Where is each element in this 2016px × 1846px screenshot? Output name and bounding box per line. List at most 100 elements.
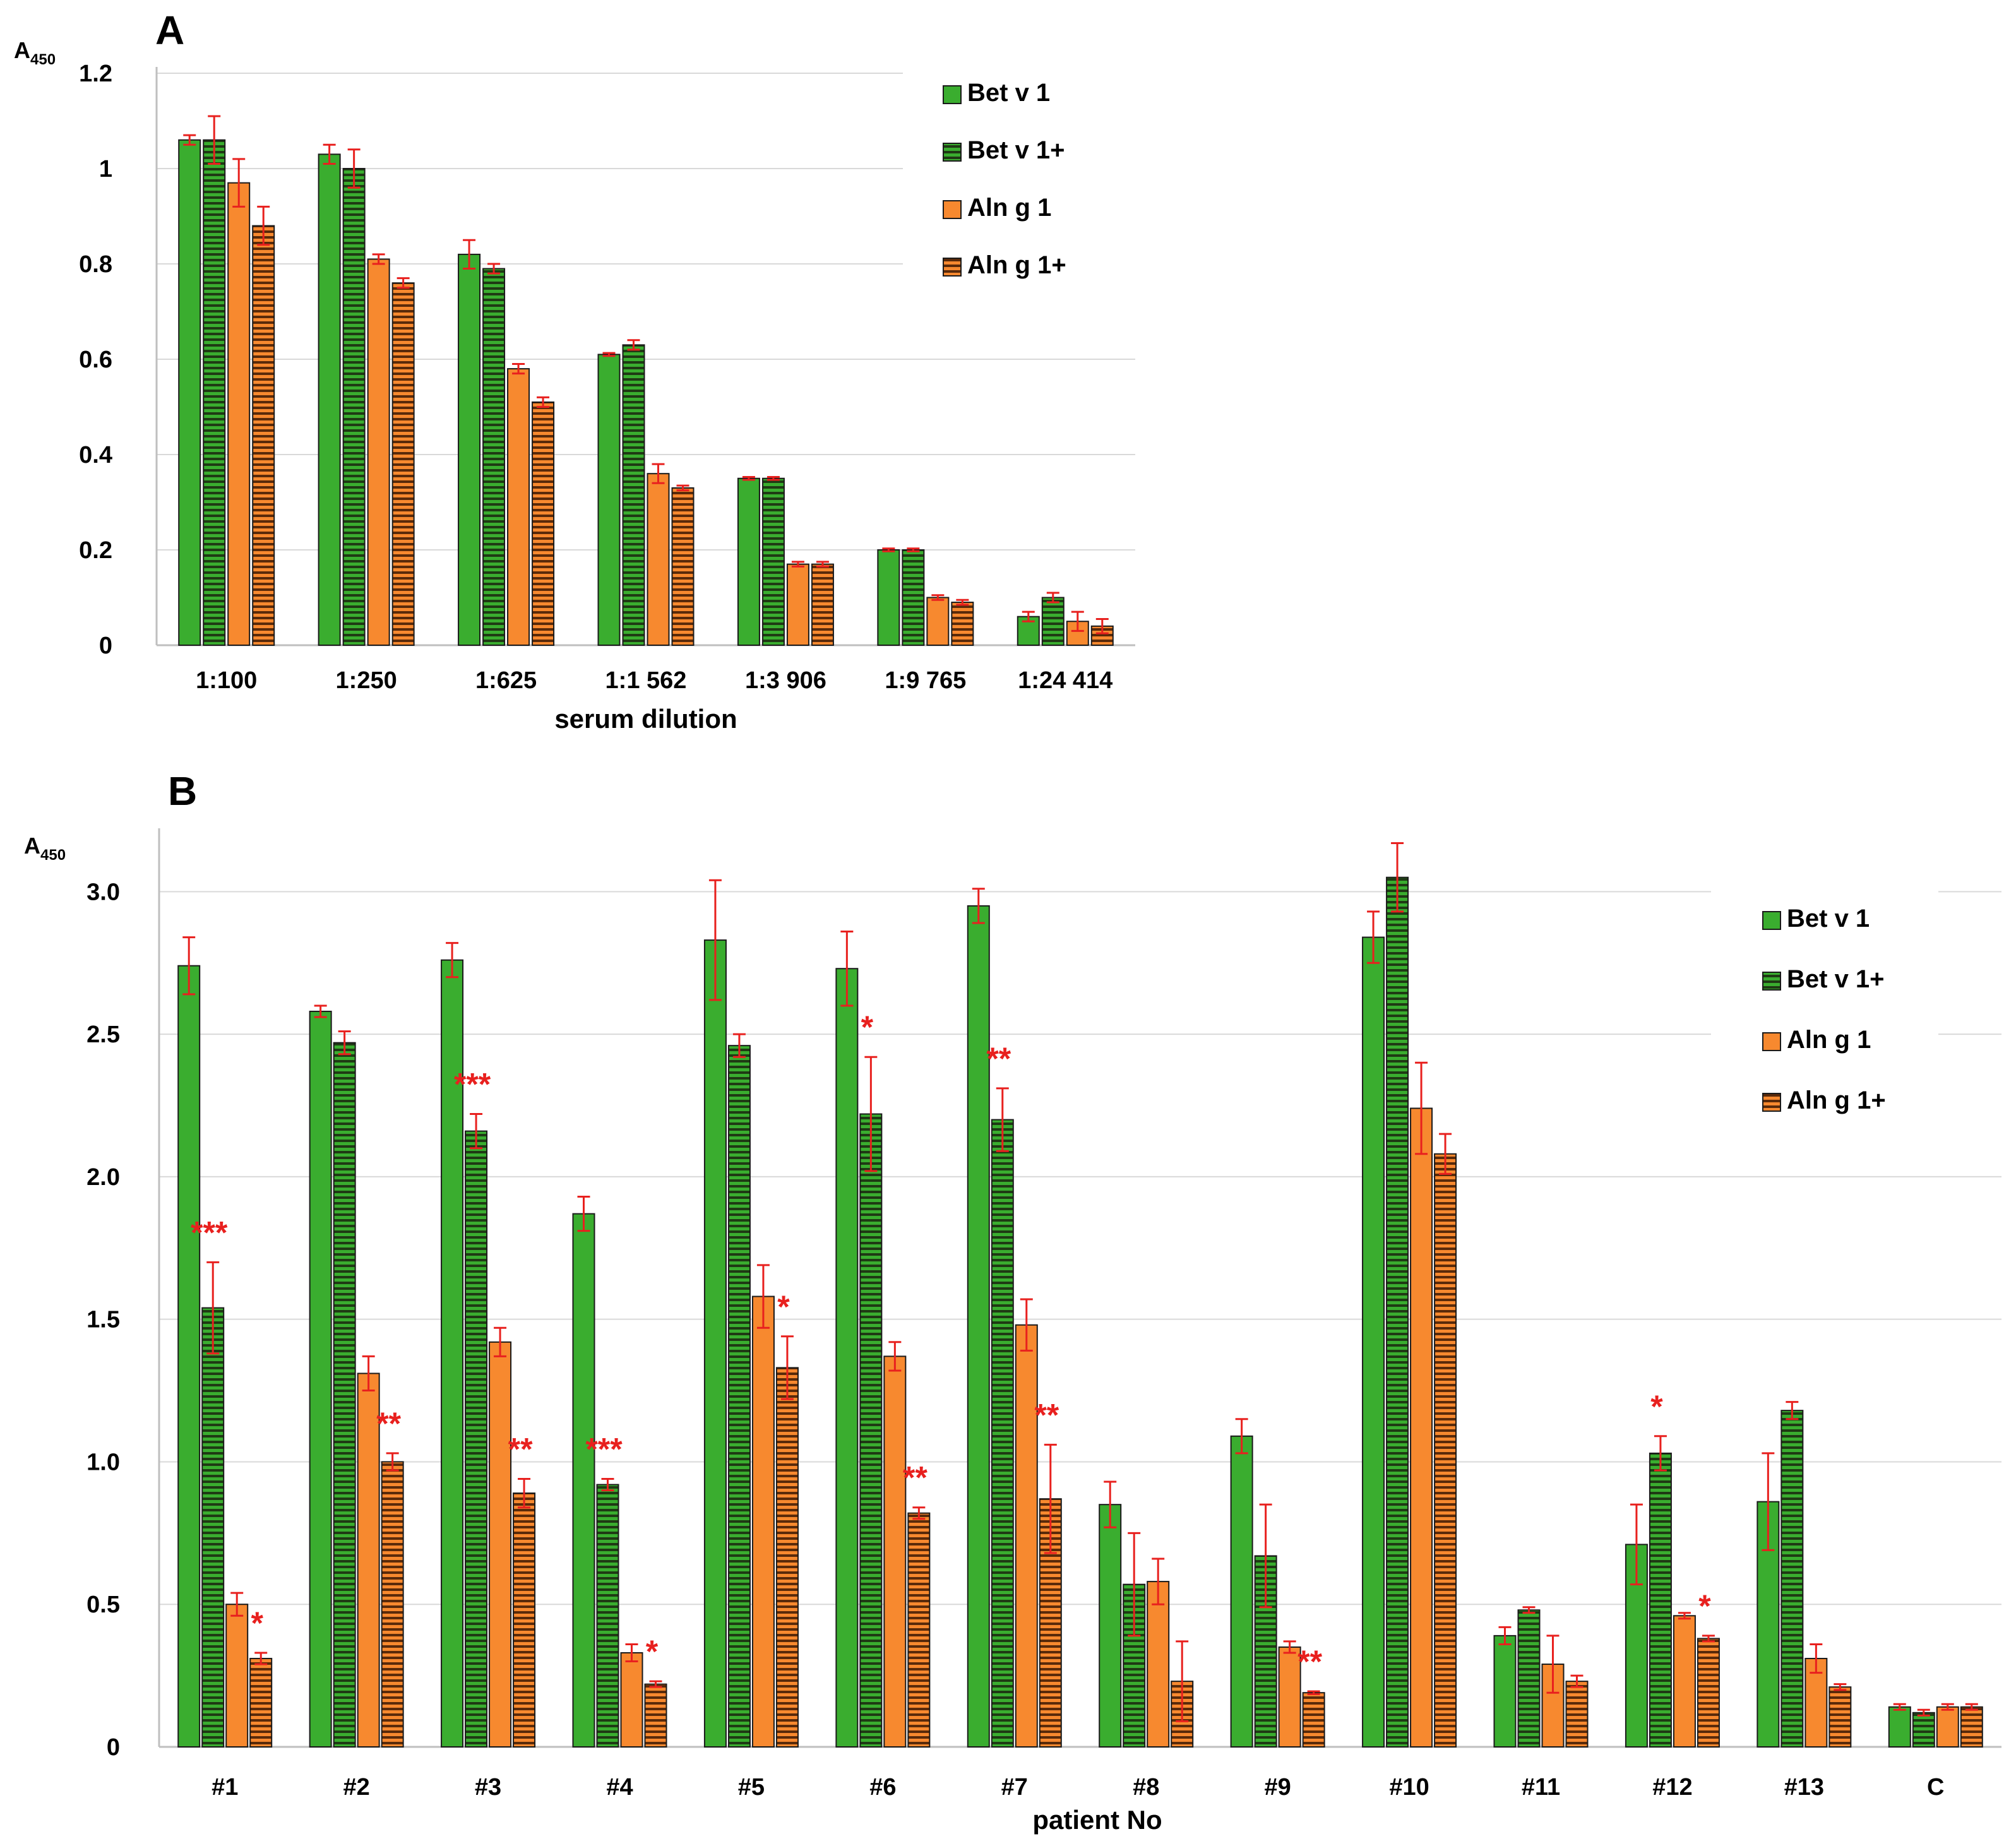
panel-a-error-bar <box>183 134 196 146</box>
panel-b-bar-bet-v-1-6 <box>859 1113 883 1748</box>
panel-b-bar-bet-v-1-10 <box>1362 936 1385 1748</box>
panel-b-significance: *********** **************** <box>191 1009 1711 1679</box>
panel-b: B A450 00.51.01.52.02.53.0 *********** **… <box>24 768 2001 1835</box>
panel-a-bar-bet-v-1-1-1-562 <box>597 354 621 646</box>
panel-b-legend-swatch-bet-v-1 <box>1762 972 1781 991</box>
panel-b-error-bar <box>577 1195 590 1232</box>
panel-b-legend: Bet v 1 Bet v 1+ Aln g 1 Aln g 1+ <box>1711 871 1938 1149</box>
panel-b-error-bar <box>1498 1626 1512 1645</box>
panel-a-error-bar <box>257 205 270 246</box>
panel-a-ylabel: A450 <box>14 37 56 68</box>
panel-a-error-bar <box>766 475 780 481</box>
panel-a-error-bar <box>602 352 616 357</box>
panel-b-error-bar <box>254 1652 268 1665</box>
panel-b-error-bar <box>1786 1401 1799 1420</box>
panel-b-x-tick-label: #10 <box>1389 1774 1429 1801</box>
panel-b-bar-bet-v-1-4 <box>596 1484 619 1748</box>
panel-a-bar-bet-v-1-1-24-414 <box>1017 616 1040 646</box>
panel-b-bar-aln-g-1-11 <box>1565 1681 1589 1748</box>
panel-a-error-bar <box>397 277 410 289</box>
panel-a-bar-aln-g-1-1-9-765 <box>926 597 950 646</box>
panel-a-error-bar <box>1095 617 1109 634</box>
panel-a-x-tick-label: 1:625 <box>475 667 537 694</box>
panel-a-bar-aln-g-1-1-100 <box>252 225 275 646</box>
panel-b-significance-marker: *** <box>454 1067 491 1102</box>
panel-b-y-tick-label: 0.5 <box>86 1592 120 1618</box>
panel-a-bar-aln-g-1-1-625 <box>507 368 530 646</box>
panel-b-bar-aln-g-1-10 <box>1434 1153 1457 1748</box>
panel-a-bar-aln-g-1-1-1-562 <box>671 487 695 646</box>
panel-b-error-bar <box>470 1113 483 1150</box>
panel-a-bar-bet-v-1-1-3-906 <box>737 477 760 646</box>
panel-b-error-bar <box>386 1452 399 1472</box>
panel-b-legend-swatch-aln-g-1 <box>1762 1093 1781 1112</box>
panel-b-error-bar <box>1810 1643 1823 1674</box>
panel-b-error-bar <box>756 1264 770 1329</box>
panel-b-error-bar <box>1259 1503 1272 1609</box>
panel-b-error-bar <box>1020 1298 1033 1352</box>
panel-b-xlabel: patient No <box>1032 1805 1162 1835</box>
panel-b-error-bar <box>1307 1690 1320 1695</box>
panel-a-legend-label-aln-g-1: Aln g 1+ <box>967 251 1066 279</box>
panel-b-error-bar <box>1834 1683 1847 1691</box>
panel-a-legend-swatch-bet-v-1 <box>943 85 962 104</box>
panel-a-error-bar <box>956 598 969 606</box>
panel-a-y-tick-label: 0.8 <box>79 251 112 278</box>
panel-b-error-bar <box>518 1478 531 1509</box>
panel-a-legend-swatch-aln-g-1 <box>943 258 962 277</box>
panel-b-bar-aln-g-1-1 <box>225 1604 249 1748</box>
panel-b-ylabel-sub: 450 <box>40 847 66 864</box>
panel-b-error-bar <box>1176 1640 1189 1722</box>
panel-b-error-bar <box>446 942 459 979</box>
panel-b-error-bar <box>996 1087 1009 1152</box>
panel-b-bar-bet-v-1-5 <box>727 1045 751 1748</box>
panel-b-ylabel-main: A <box>24 833 40 859</box>
panel-b-error-bar <box>888 1341 902 1372</box>
panel-b-error-bar <box>206 1261 220 1355</box>
panel-a-ylabel-sub: 450 <box>30 51 56 68</box>
panel-b-significance-marker: ** <box>1297 1644 1322 1679</box>
panel-b-error-bar <box>1654 1435 1667 1472</box>
panel-b-significance-marker: ** <box>376 1406 401 1441</box>
panel-b-error-bar <box>732 1033 746 1058</box>
panel-b-y-tick-label: 3.0 <box>86 879 120 905</box>
panel-b-bar-bet-v-1-1 <box>201 1307 225 1748</box>
panel-b-error-bar <box>362 1355 375 1392</box>
panel-b-bar-aln-g-1-3 <box>489 1341 512 1748</box>
panel-b-error-bar <box>1283 1640 1296 1654</box>
panel-b-y-tick-label: 2.0 <box>86 1164 120 1191</box>
panel-a-error-bar <box>791 561 804 568</box>
panel-b-error-bar <box>230 1592 244 1617</box>
panel-b-significance-marker: * <box>646 1634 659 1669</box>
panel-a-bar-aln-g-1-1-250 <box>391 282 415 646</box>
panel-b-bar-bet-v-1-10 <box>1386 876 1409 1748</box>
panel-a-legend-label-bet-v-1: Bet v 1+ <box>967 136 1065 164</box>
panel-a-error-bar <box>931 594 945 601</box>
panel-b-bar-aln-g-1-2 <box>381 1461 404 1748</box>
panel-b-bar-bet-v-1-1 <box>177 965 201 1748</box>
panel-b-y-tick-label: 0 <box>107 1734 120 1761</box>
panel-b-legend-swatch-aln-g-1 <box>1762 1032 1781 1051</box>
panel-a-error-bar <box>323 143 336 165</box>
panel-b-error-bar <box>625 1643 638 1663</box>
panel-a-xlabel: serum dilution <box>554 704 737 734</box>
panel-b-error-bar <box>972 888 985 924</box>
panel-a-error-bar <box>232 158 246 208</box>
panel-a-x-tick-label: 1:24 414 <box>1018 667 1112 694</box>
panel-a-bar-aln-g-1-1-9-765 <box>951 602 974 646</box>
panel-b-y-ticks: 0 0.5 1.0 1.5 2.0 2.5 3.0 <box>86 879 120 1761</box>
panel-a-error-bar <box>627 339 640 351</box>
panel-a-bar-bet-v-1-1-100 <box>203 139 226 646</box>
panel-b-error-bar <box>314 1004 327 1018</box>
panel-b-error-bar <box>912 1506 926 1520</box>
panel-a-y-ticks: 0 0.2 0.4 0.6 0.8 1 1.2 <box>79 61 112 659</box>
panel-a-bar-aln-g-1-1-3-906 <box>811 563 834 646</box>
panel-b-x-tick-label: C <box>1927 1774 1944 1801</box>
panel-a-error-bar <box>537 396 550 408</box>
panel-b-bar-aln-g-1-12 <box>1697 1638 1720 1748</box>
panel-a-error-bar <box>1022 610 1035 622</box>
panel-a-error-bar <box>487 263 501 275</box>
panel-a-error-bar <box>512 363 525 375</box>
panel-b-x-tick-label: #6 <box>869 1774 896 1801</box>
